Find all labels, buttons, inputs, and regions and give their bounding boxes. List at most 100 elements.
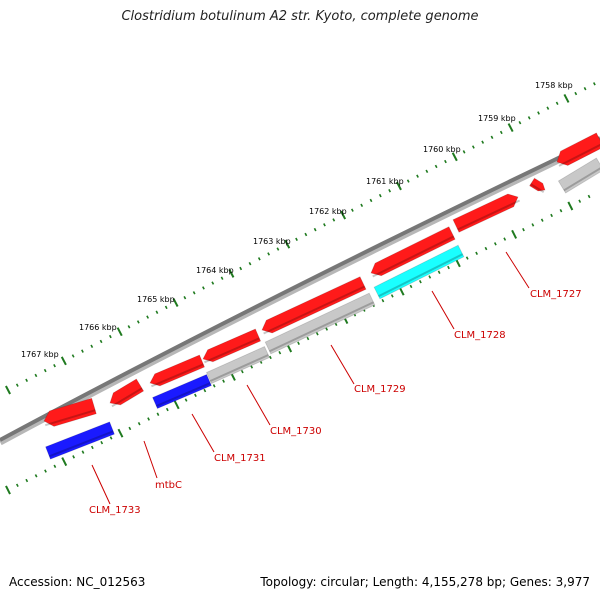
gene-feature-shade: [563, 167, 600, 192]
gene-label-connector: [91, 464, 111, 505]
scale-tick: [583, 87, 587, 91]
gene-feature-shade: [111, 387, 143, 408]
scale-tick: [117, 428, 124, 438]
scale-tick: [100, 440, 104, 445]
backbone-shadow: [0, 136, 600, 446]
scale-label: 1767 kbp: [21, 350, 59, 359]
scale-tick: [323, 223, 326, 227]
inner-scale-ticks: [5, 194, 591, 495]
gene-feature-blue: [45, 421, 115, 460]
scale-tick: [409, 284, 413, 289]
scale-tick: [350, 208, 354, 212]
scale-tick: [228, 268, 235, 278]
scale-label: 1762 kbp: [309, 207, 347, 216]
scale-tick: [425, 169, 429, 174]
gene-feature-shade: [457, 199, 521, 231]
gene-label: CLM_1728: [454, 330, 506, 341]
scale-tick: [267, 252, 271, 256]
gene-feature-shade: [155, 382, 211, 407]
gene-features: [43, 132, 600, 460]
gene-feature-grey: [205, 345, 271, 385]
scale-tick: [269, 355, 272, 360]
scale-tick: [511, 229, 518, 239]
scale-tick: [369, 198, 373, 203]
scale-label: 1763 kbp: [253, 237, 291, 246]
scale-tick: [481, 140, 485, 144]
scale-tick: [276, 247, 280, 251]
scale-tick: [127, 325, 131, 329]
scale-tick: [147, 417, 150, 421]
gene-feature-red: [556, 132, 600, 166]
scale-tick: [25, 378, 29, 382]
scale-tick: [34, 474, 38, 478]
scale-tick: [546, 106, 550, 110]
scale-tick: [248, 261, 252, 266]
gene-label: CLM_1727: [530, 289, 582, 300]
scale-tick: [490, 135, 494, 139]
topology-summary: Topology: circular; Length: 4,155,278 bp…: [260, 575, 590, 589]
scale-tick: [81, 349, 84, 353]
scale-tick: [499, 130, 503, 135]
scale-tick: [239, 266, 243, 271]
scale-label: 1759 kbp: [478, 114, 516, 123]
gene-feature-shade: [151, 363, 204, 388]
gene-feature-cyan: [373, 244, 465, 300]
scale-tick: [522, 227, 525, 232]
scale-tick: [537, 111, 540, 115]
scale-tick: [172, 298, 179, 307]
scale-tick: [155, 310, 159, 314]
gene-labels: CLM_1727 CLM_1728 CLM_1729 CLM_1730 CLM_1731…: [89, 289, 582, 516]
scale-tick: [484, 246, 488, 251]
gene-feature-shade: [209, 354, 269, 382]
scale-tick: [567, 201, 574, 211]
scale-tick: [15, 483, 19, 487]
gene-feature-shade: [204, 337, 260, 364]
scale-tick: [164, 305, 168, 310]
outer-scale-ticks: [5, 82, 596, 395]
scale-tick: [183, 295, 187, 300]
scale-tick: [43, 368, 47, 373]
gene-label: mtbC: [155, 480, 182, 491]
scale-tick: [137, 422, 141, 426]
scale-tick: [109, 436, 113, 440]
scale-tick: [332, 218, 336, 222]
gene-feature-red: [529, 177, 546, 192]
gene-label-connector: [431, 290, 455, 330]
scale-tick: [184, 398, 188, 402]
gene-feature-red: [149, 354, 206, 387]
scale-tick: [434, 164, 438, 169]
scale-tick: [325, 327, 329, 331]
scale-tick: [5, 385, 11, 395]
scale-tick: [222, 379, 225, 383]
scale-tick: [60, 356, 67, 366]
scale-tick: [146, 315, 150, 319]
scale-tick: [428, 275, 432, 279]
scale-tick: [555, 101, 559, 105]
scale-label: 1758 kbp: [535, 81, 573, 90]
gene-label: CLM_1729: [354, 384, 406, 395]
scale-tick: [574, 91, 578, 96]
scale-tick: [295, 237, 298, 242]
scale-tick: [194, 393, 197, 398]
scale-tick: [418, 280, 422, 284]
scale-tick: [53, 364, 56, 368]
scale-tick: [493, 242, 497, 246]
scale-tick: [451, 152, 458, 162]
scale-tick: [563, 93, 570, 103]
gene-feature-red: [370, 226, 456, 277]
scale-tick: [447, 265, 450, 270]
scale-tick: [116, 327, 123, 337]
scale-tick: [90, 445, 94, 450]
scale-tick: [99, 339, 103, 344]
scale-tick: [25, 478, 29, 483]
gene-label: CLM_1733: [89, 505, 141, 516]
scale-tick: [53, 464, 57, 469]
scale-tick: [5, 485, 11, 495]
gene-label: CLM_1731: [214, 453, 266, 464]
scale-tick: [378, 193, 382, 198]
scale-tick: [592, 82, 596, 86]
scale-tick: [540, 218, 544, 222]
scale-tick: [81, 450, 85, 454]
